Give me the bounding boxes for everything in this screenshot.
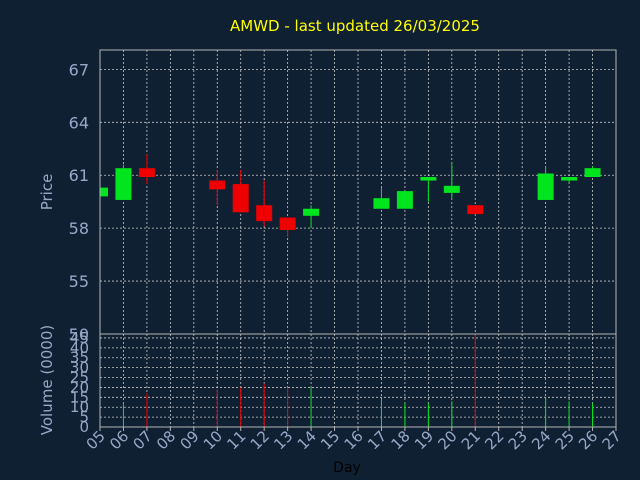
volume-tick-label: 20: [70, 378, 89, 396]
volume-tick-label: 30: [70, 359, 89, 377]
candle-body: [537, 173, 554, 200]
x-tick-label: 22: [481, 427, 507, 453]
candle-body: [138, 168, 155, 178]
volume-tick-label: 5: [79, 408, 89, 426]
volume-tick-label: 25: [70, 369, 89, 387]
x-tick-label: 08: [153, 427, 179, 453]
x-tick-label: 16: [341, 427, 367, 453]
x-tick-label: 15: [317, 427, 343, 453]
candle-body: [256, 205, 273, 222]
candle-body: [232, 184, 249, 213]
x-tick-label: 21: [458, 427, 484, 453]
volume-tick-label: 40: [70, 339, 89, 357]
x-tick-label: 27: [599, 427, 625, 453]
candle-body: [373, 198, 390, 209]
candle-body: [209, 180, 226, 190]
x-tick-label: 11: [223, 427, 249, 453]
volume-axis-label: Volume (0000): [38, 325, 56, 435]
candle-body: [467, 205, 484, 215]
candle-body: [100, 187, 108, 197]
x-tick-label: 14: [294, 427, 320, 453]
volume-tick-label: 45: [70, 329, 89, 347]
x-tick-label: 24: [528, 427, 554, 453]
candle-body: [279, 217, 296, 230]
price-tick-label: 58: [69, 219, 89, 238]
chart-title: AMWD - last updated 26/03/2025: [230, 17, 480, 35]
candle-body: [561, 177, 578, 181]
x-tick-label: 19: [411, 427, 437, 453]
x-axis-label: Day: [333, 460, 361, 476]
x-tick-label: 13: [270, 427, 296, 453]
volume-tick-label: 0: [79, 418, 89, 436]
volume-tick-label: 10: [70, 398, 89, 416]
x-tick-label: 18: [388, 427, 414, 453]
price-tick-label: 61: [69, 166, 89, 185]
volume-tick-label: 35: [70, 349, 89, 367]
price-tick-label: 50: [69, 325, 89, 344]
x-tick-label: 20: [434, 427, 460, 453]
y-axis-label: Price: [38, 174, 56, 211]
x-axis: 0506070809101112131415161718192021222324…: [83, 427, 625, 453]
candle-body: [584, 168, 601, 178]
x-tick-label: 23: [505, 427, 531, 453]
volume-tick-label: 15: [70, 388, 89, 406]
x-tick-label: 26: [575, 427, 601, 453]
x-tick-label: 10: [200, 427, 226, 453]
x-tick-label: 06: [106, 427, 132, 453]
candle-body: [396, 191, 413, 209]
price-tick-label: 67: [69, 60, 89, 79]
candle-body: [420, 177, 437, 181]
candle-body: [443, 185, 460, 193]
price-panel: 67 64 61 58 55 50: [69, 49, 617, 344]
x-tick-label: 12: [247, 427, 273, 453]
x-tick-label: 25: [552, 427, 578, 453]
x-tick-label: 07: [130, 427, 156, 453]
candle-body: [115, 168, 132, 200]
x-tick-label: 17: [364, 427, 390, 453]
price-tick-label: 64: [69, 113, 89, 132]
x-tick-label: 09: [176, 427, 202, 453]
price-tick-label: 55: [69, 272, 89, 291]
candle-body: [303, 208, 320, 216]
